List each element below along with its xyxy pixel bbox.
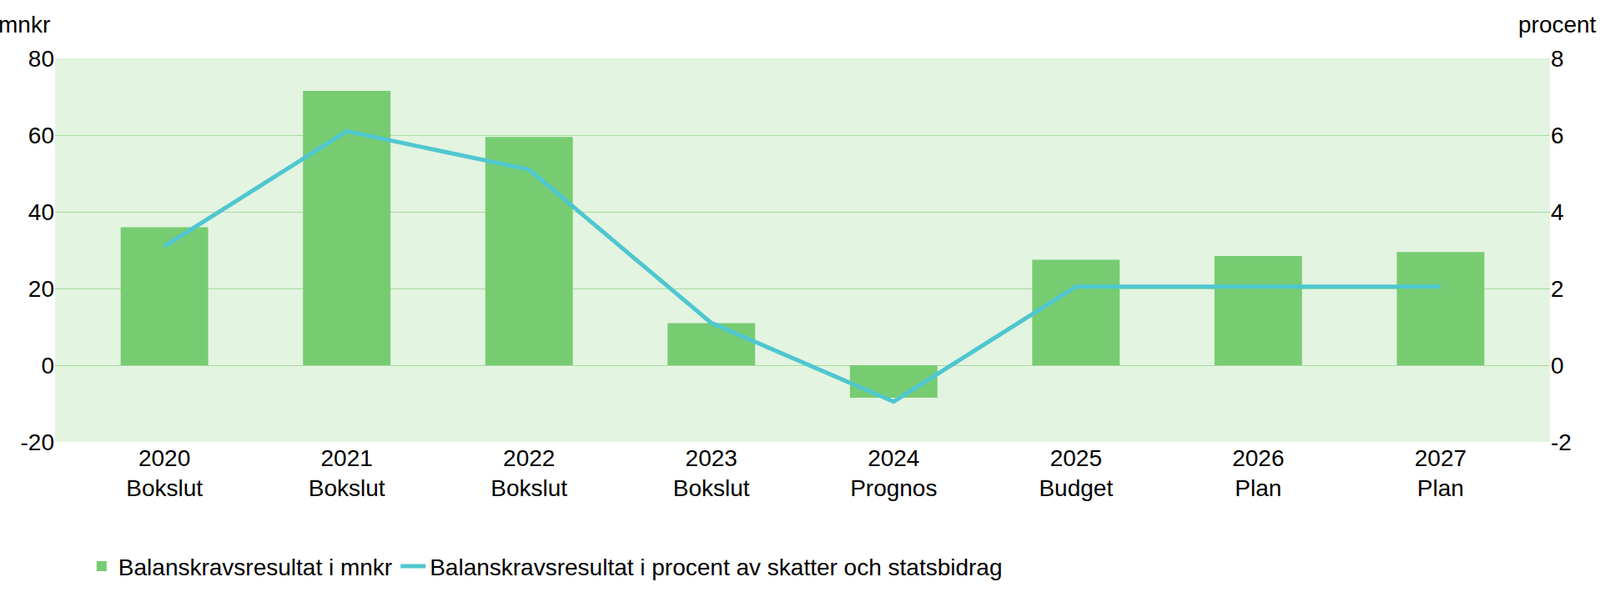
svg-text:procent: procent (1518, 11, 1597, 38)
svg-text:Balanskravsresultat i procent: Balanskravsresultat i procent av skatter… (429, 554, 1002, 581)
svg-text:2023Bokslut: 2023Bokslut (673, 445, 750, 502)
svg-text:40: 40 (28, 199, 55, 226)
svg-text:8: 8 (1550, 45, 1565, 72)
svg-text:-20: -20 (20, 429, 55, 456)
svg-text:2022Bokslut: 2022Bokslut (490, 445, 568, 502)
svg-text:2026Plan: 2026Plan (1232, 445, 1284, 502)
svg-text:2024Prognos: 2024Prognos (850, 445, 937, 502)
svg-text:2020Bokslut: 2020Bokslut (125, 445, 203, 502)
svg-text:0: 0 (1550, 352, 1565, 379)
svg-text:80: 80 (28, 45, 55, 72)
svg-text:20: 20 (28, 276, 55, 302)
svg-text:4: 4 (1550, 199, 1565, 226)
svg-text:2021Bokslut: 2021Bokslut (308, 445, 386, 502)
svg-text:6: 6 (1550, 122, 1565, 149)
svg-text:2: 2 (1550, 276, 1565, 302)
svg-text:2027Plan: 2027Plan (1414, 445, 1467, 502)
svg-text:60: 60 (28, 122, 55, 149)
svg-text:-2: -2 (1550, 429, 1572, 456)
svg-text:Balanskravsresultat i mnkr: Balanskravsresultat i mnkr (118, 554, 393, 581)
svg-text:0: 0 (40, 352, 55, 379)
svg-text:2025Budget: 2025Budget (1038, 445, 1113, 502)
svg-text:mnkr: mnkr (0, 11, 51, 38)
